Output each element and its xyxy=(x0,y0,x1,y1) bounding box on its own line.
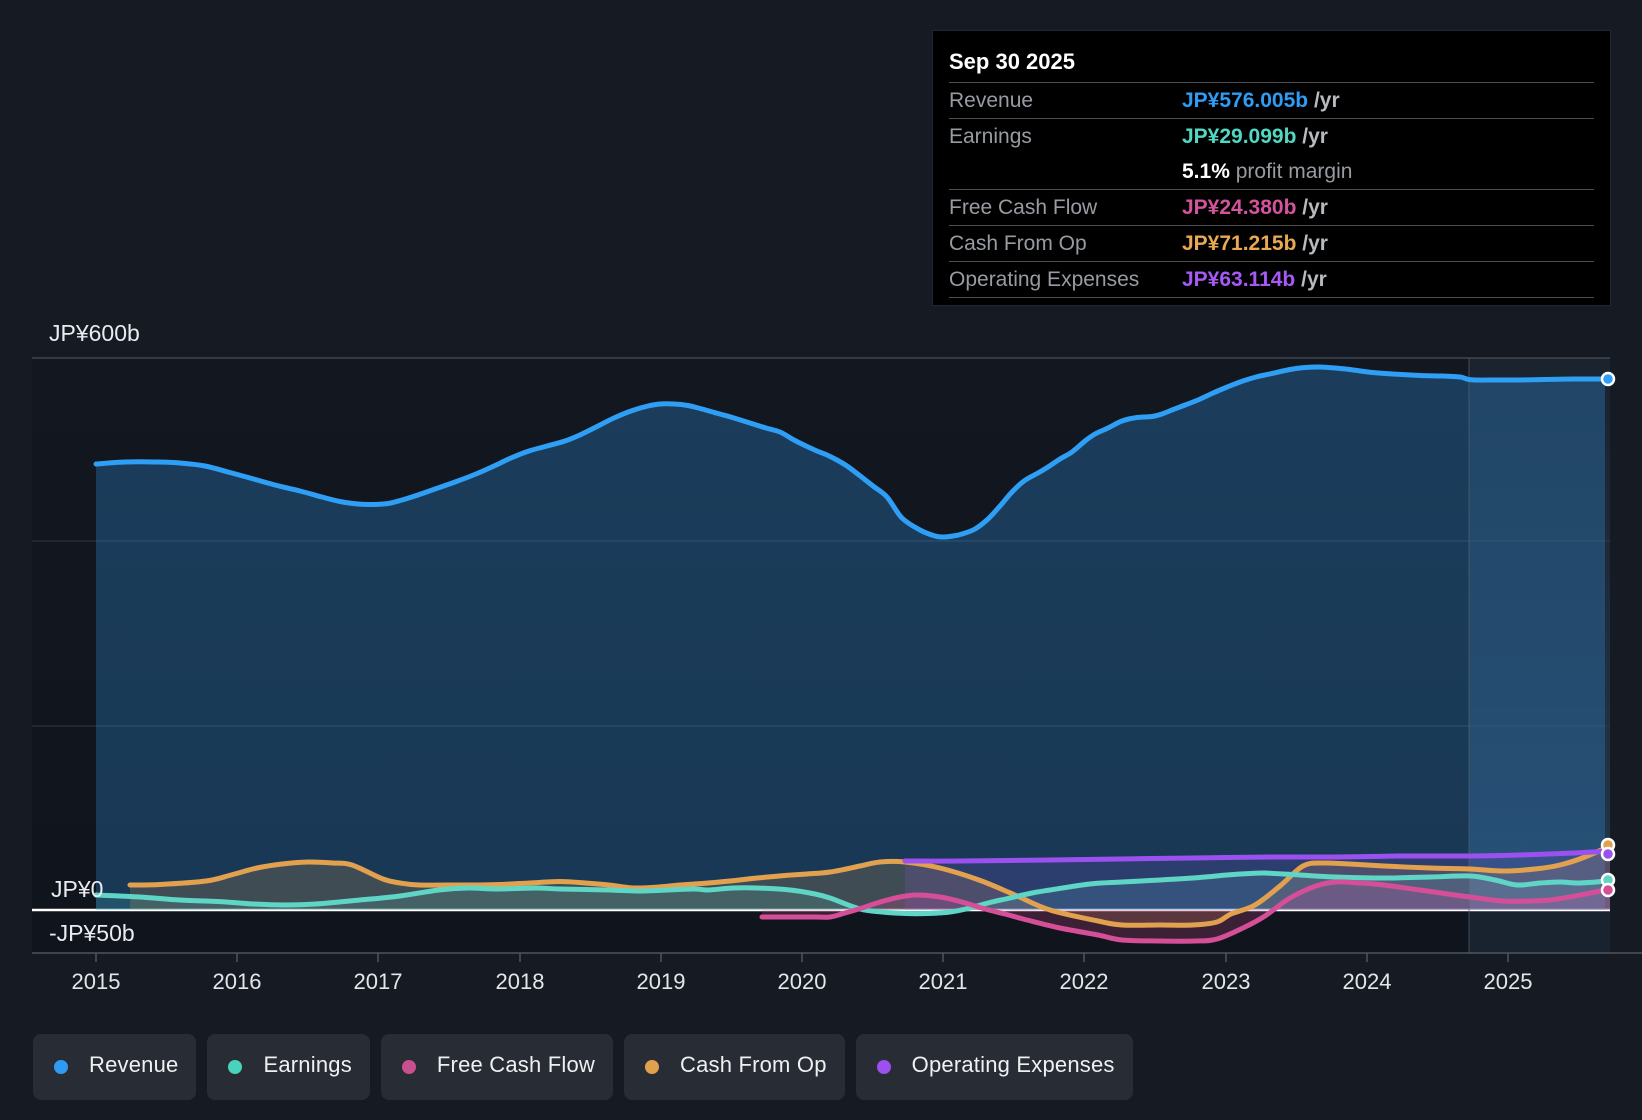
svg-text:2017: 2017 xyxy=(354,969,403,994)
svg-text:JP¥600b: JP¥600b xyxy=(49,320,140,346)
svg-text:2023: 2023 xyxy=(1202,969,1251,994)
svg-text:2024: 2024 xyxy=(1343,969,1392,994)
svg-text:2022: 2022 xyxy=(1060,969,1109,994)
svg-text:2018: 2018 xyxy=(496,969,545,994)
svg-text:2019: 2019 xyxy=(637,969,686,994)
svg-text:2025: 2025 xyxy=(1484,969,1533,994)
svg-text:2020: 2020 xyxy=(778,969,827,994)
svg-text:-JP¥50b: -JP¥50b xyxy=(49,920,135,946)
svg-text:JP¥0: JP¥0 xyxy=(51,876,103,902)
svg-text:2021: 2021 xyxy=(919,969,968,994)
svg-text:2015: 2015 xyxy=(72,969,121,994)
svg-text:2016: 2016 xyxy=(213,969,262,994)
